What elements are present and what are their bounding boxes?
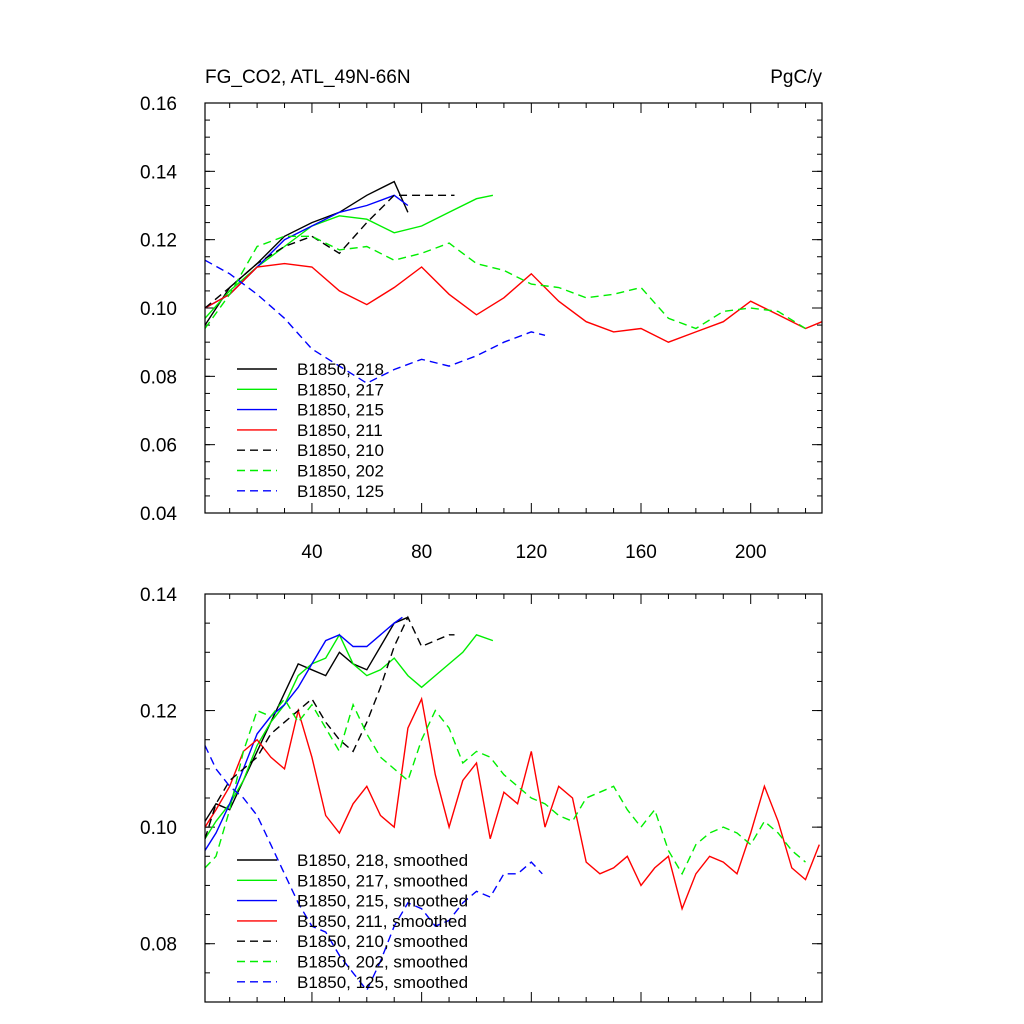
- legend-label: B1850, 210: [297, 441, 384, 460]
- x-tick-label: 160: [625, 542, 657, 563]
- bottom-series: [205, 615, 820, 992]
- y-tick-label: 0.10: [140, 299, 177, 320]
- top-ticks: 0.04 0.06 0.08 0.10 0.12 0.14 0.16 40 80 120 160 20…: [140, 94, 822, 563]
- legend-label: B1850, 215: [297, 401, 384, 420]
- series-line-6: [205, 745, 543, 992]
- x-tick-label: 40: [301, 542, 322, 563]
- y-tick-label: 0.04: [140, 504, 177, 525]
- legend-label: B1850, 202: [297, 462, 384, 481]
- plot-frame: [204, 593, 823, 1003]
- y-tick-label: 0.08: [140, 367, 177, 388]
- legend-label: B1850, 215, smoothed: [297, 892, 468, 911]
- y-tick-label: 0.16: [140, 94, 177, 115]
- y-tick-label: 0.08: [140, 935, 177, 956]
- legend-label: B1850, 125: [297, 482, 384, 501]
- y-tick-label: 0.14: [140, 585, 177, 606]
- y-tick-label: 0.06: [140, 436, 177, 457]
- series-line-3: [205, 696, 820, 911]
- legend-label: B1850, 218, smoothed: [297, 851, 468, 870]
- units-label: PgC/y: [770, 67, 822, 88]
- chart-title: FG_CO2, ATL_49N-66N: [205, 67, 411, 88]
- bottom-panel: 0.080.100.120.14 B1850, 218, smoothedB18…: [140, 585, 823, 1003]
- x-tick-label: 200: [735, 542, 767, 563]
- plot-frame: [204, 102, 823, 514]
- legend-label: B1850, 217: [297, 380, 384, 399]
- top-series: [205, 180, 822, 385]
- series-line-2: [205, 616, 403, 851]
- series-line-0: [205, 616, 409, 822]
- legend-label: B1850, 210, smoothed: [297, 932, 468, 951]
- legend-label: B1850, 218: [297, 360, 384, 379]
- series-line-6: [205, 259, 546, 385]
- legend-label: B1850, 202, smoothed: [297, 953, 468, 972]
- y-tick-label: 0.12: [140, 702, 177, 723]
- series-line-5: [205, 697, 806, 876]
- x-tick-label: 120: [515, 542, 547, 563]
- y-tick-label: 0.12: [140, 231, 177, 252]
- legend-label: B1850, 211, smoothed: [297, 912, 467, 931]
- legend-label: B1850, 211: [297, 421, 383, 440]
- top-panel: FG_CO2, ATL_49N-66N PgC/y 0.040.060.080.…: [140, 67, 823, 563]
- series-line-5: [205, 235, 806, 330]
- legend-label: B1850, 217, smoothed: [297, 871, 468, 890]
- legend-label: B1850, 125, smoothed: [297, 973, 468, 992]
- bottom-ticks: 0.08 0.10 0.12 0.14: [140, 585, 822, 1003]
- x-tick-label: 80: [411, 542, 432, 563]
- series-line-3: [205, 262, 822, 343]
- series-line-1: [205, 633, 494, 840]
- series-line-4: [205, 194, 455, 309]
- y-tick-label: 0.10: [140, 818, 177, 839]
- y-tick-label: 0.14: [140, 162, 177, 183]
- series-line-4: [205, 615, 455, 840]
